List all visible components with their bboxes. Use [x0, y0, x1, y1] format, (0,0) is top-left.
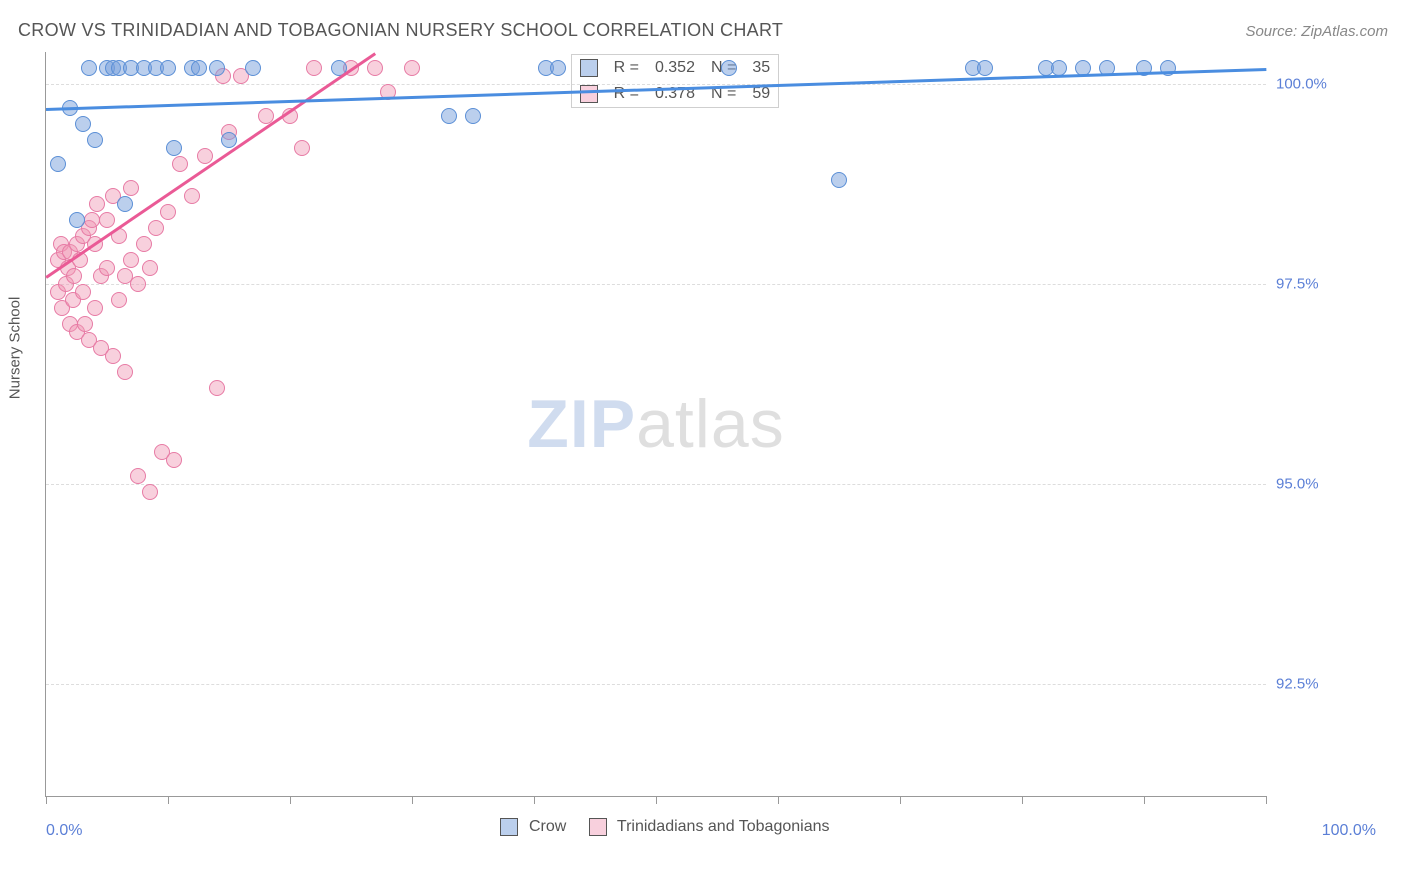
y-tick-label: 97.5%	[1276, 276, 1319, 293]
data-point	[123, 180, 139, 196]
gridline	[46, 84, 1266, 85]
series-legend: Crow Trinidadians and Tobagonians	[46, 818, 1266, 836]
data-point	[130, 276, 146, 292]
data-point	[117, 196, 133, 212]
data-point	[130, 468, 146, 484]
x-tick	[778, 796, 779, 804]
swatch-pink-icon	[589, 818, 607, 836]
r-value: 0.378	[647, 81, 703, 107]
data-point	[1051, 60, 1067, 76]
legend-row-crow: R = 0.352 N = 35	[572, 55, 779, 81]
r-label: R =	[606, 81, 647, 107]
x-tick	[1022, 796, 1023, 804]
data-point	[111, 292, 127, 308]
gridline	[46, 284, 1266, 285]
x-tick	[534, 796, 535, 804]
swatch-blue-icon	[500, 818, 518, 836]
data-point	[160, 60, 176, 76]
data-point	[89, 196, 105, 212]
x-tick	[412, 796, 413, 804]
source-label: Source: ZipAtlas.com	[1245, 23, 1388, 40]
watermark: ZIPatlas	[527, 385, 784, 463]
trend-line	[45, 52, 376, 278]
n-value: 35	[744, 55, 778, 81]
data-point	[209, 380, 225, 396]
gridline	[46, 484, 1266, 485]
data-point	[160, 204, 176, 220]
data-point	[166, 452, 182, 468]
y-axis-label: Nursery School	[7, 297, 24, 400]
data-point	[245, 60, 261, 76]
stats-legend: R = 0.352 N = 35 R = 0.378 N = 59	[571, 54, 780, 108]
data-point	[75, 116, 91, 132]
data-point	[66, 268, 82, 284]
data-point	[184, 188, 200, 204]
data-point	[142, 260, 158, 276]
x-tick	[1266, 796, 1267, 804]
data-point	[142, 484, 158, 500]
x-axis-max-label: 100.0%	[1322, 822, 1376, 840]
series-label-trinidad: Trinidadians and Tobagonians	[617, 818, 830, 835]
data-point	[221, 132, 237, 148]
swatch-pink-icon	[580, 85, 598, 103]
x-tick	[656, 796, 657, 804]
x-tick	[1144, 796, 1145, 804]
data-point	[75, 284, 91, 300]
data-point	[404, 60, 420, 76]
data-point	[50, 156, 66, 172]
data-point	[977, 60, 993, 76]
data-point	[465, 108, 481, 124]
r-value: 0.352	[647, 55, 703, 81]
data-point	[77, 316, 93, 332]
data-point	[99, 212, 115, 228]
watermark-atlas: atlas	[636, 386, 785, 462]
data-point	[831, 172, 847, 188]
data-point	[172, 156, 188, 172]
data-point	[294, 140, 310, 156]
watermark-zip: ZIP	[527, 386, 636, 462]
data-point	[87, 132, 103, 148]
r-label: R =	[606, 55, 647, 81]
data-point	[84, 212, 100, 228]
x-tick	[168, 796, 169, 804]
y-tick-label: 100.0%	[1276, 75, 1327, 92]
data-point	[148, 220, 164, 236]
data-point	[123, 252, 139, 268]
plot-area: ZIPatlas R = 0.352 N = 35 R = 0.378 N = …	[45, 52, 1266, 797]
data-point	[99, 260, 115, 276]
data-point	[550, 60, 566, 76]
series-label-crow: Crow	[529, 818, 566, 835]
data-point	[117, 364, 133, 380]
y-tick-label: 95.0%	[1276, 476, 1319, 493]
chart-title: CROW VS TRINIDADIAN AND TOBAGONIAN NURSE…	[18, 20, 783, 41]
x-tick	[46, 796, 47, 804]
data-point	[191, 60, 207, 76]
data-point	[136, 236, 152, 252]
swatch-blue-icon	[580, 59, 598, 77]
data-point	[69, 212, 85, 228]
data-point	[209, 60, 225, 76]
data-point	[721, 60, 737, 76]
x-tick	[900, 796, 901, 804]
data-point	[87, 300, 103, 316]
plot-container: Nursery School ZIPatlas R = 0.352 N = 35…	[45, 52, 1376, 832]
x-tick	[290, 796, 291, 804]
data-point	[81, 60, 97, 76]
data-point	[166, 140, 182, 156]
data-point	[197, 148, 213, 164]
y-tick-label: 92.5%	[1276, 676, 1319, 693]
data-point	[367, 60, 383, 76]
data-point	[105, 348, 121, 364]
data-point	[441, 108, 457, 124]
data-point	[306, 60, 322, 76]
gridline	[46, 684, 1266, 685]
